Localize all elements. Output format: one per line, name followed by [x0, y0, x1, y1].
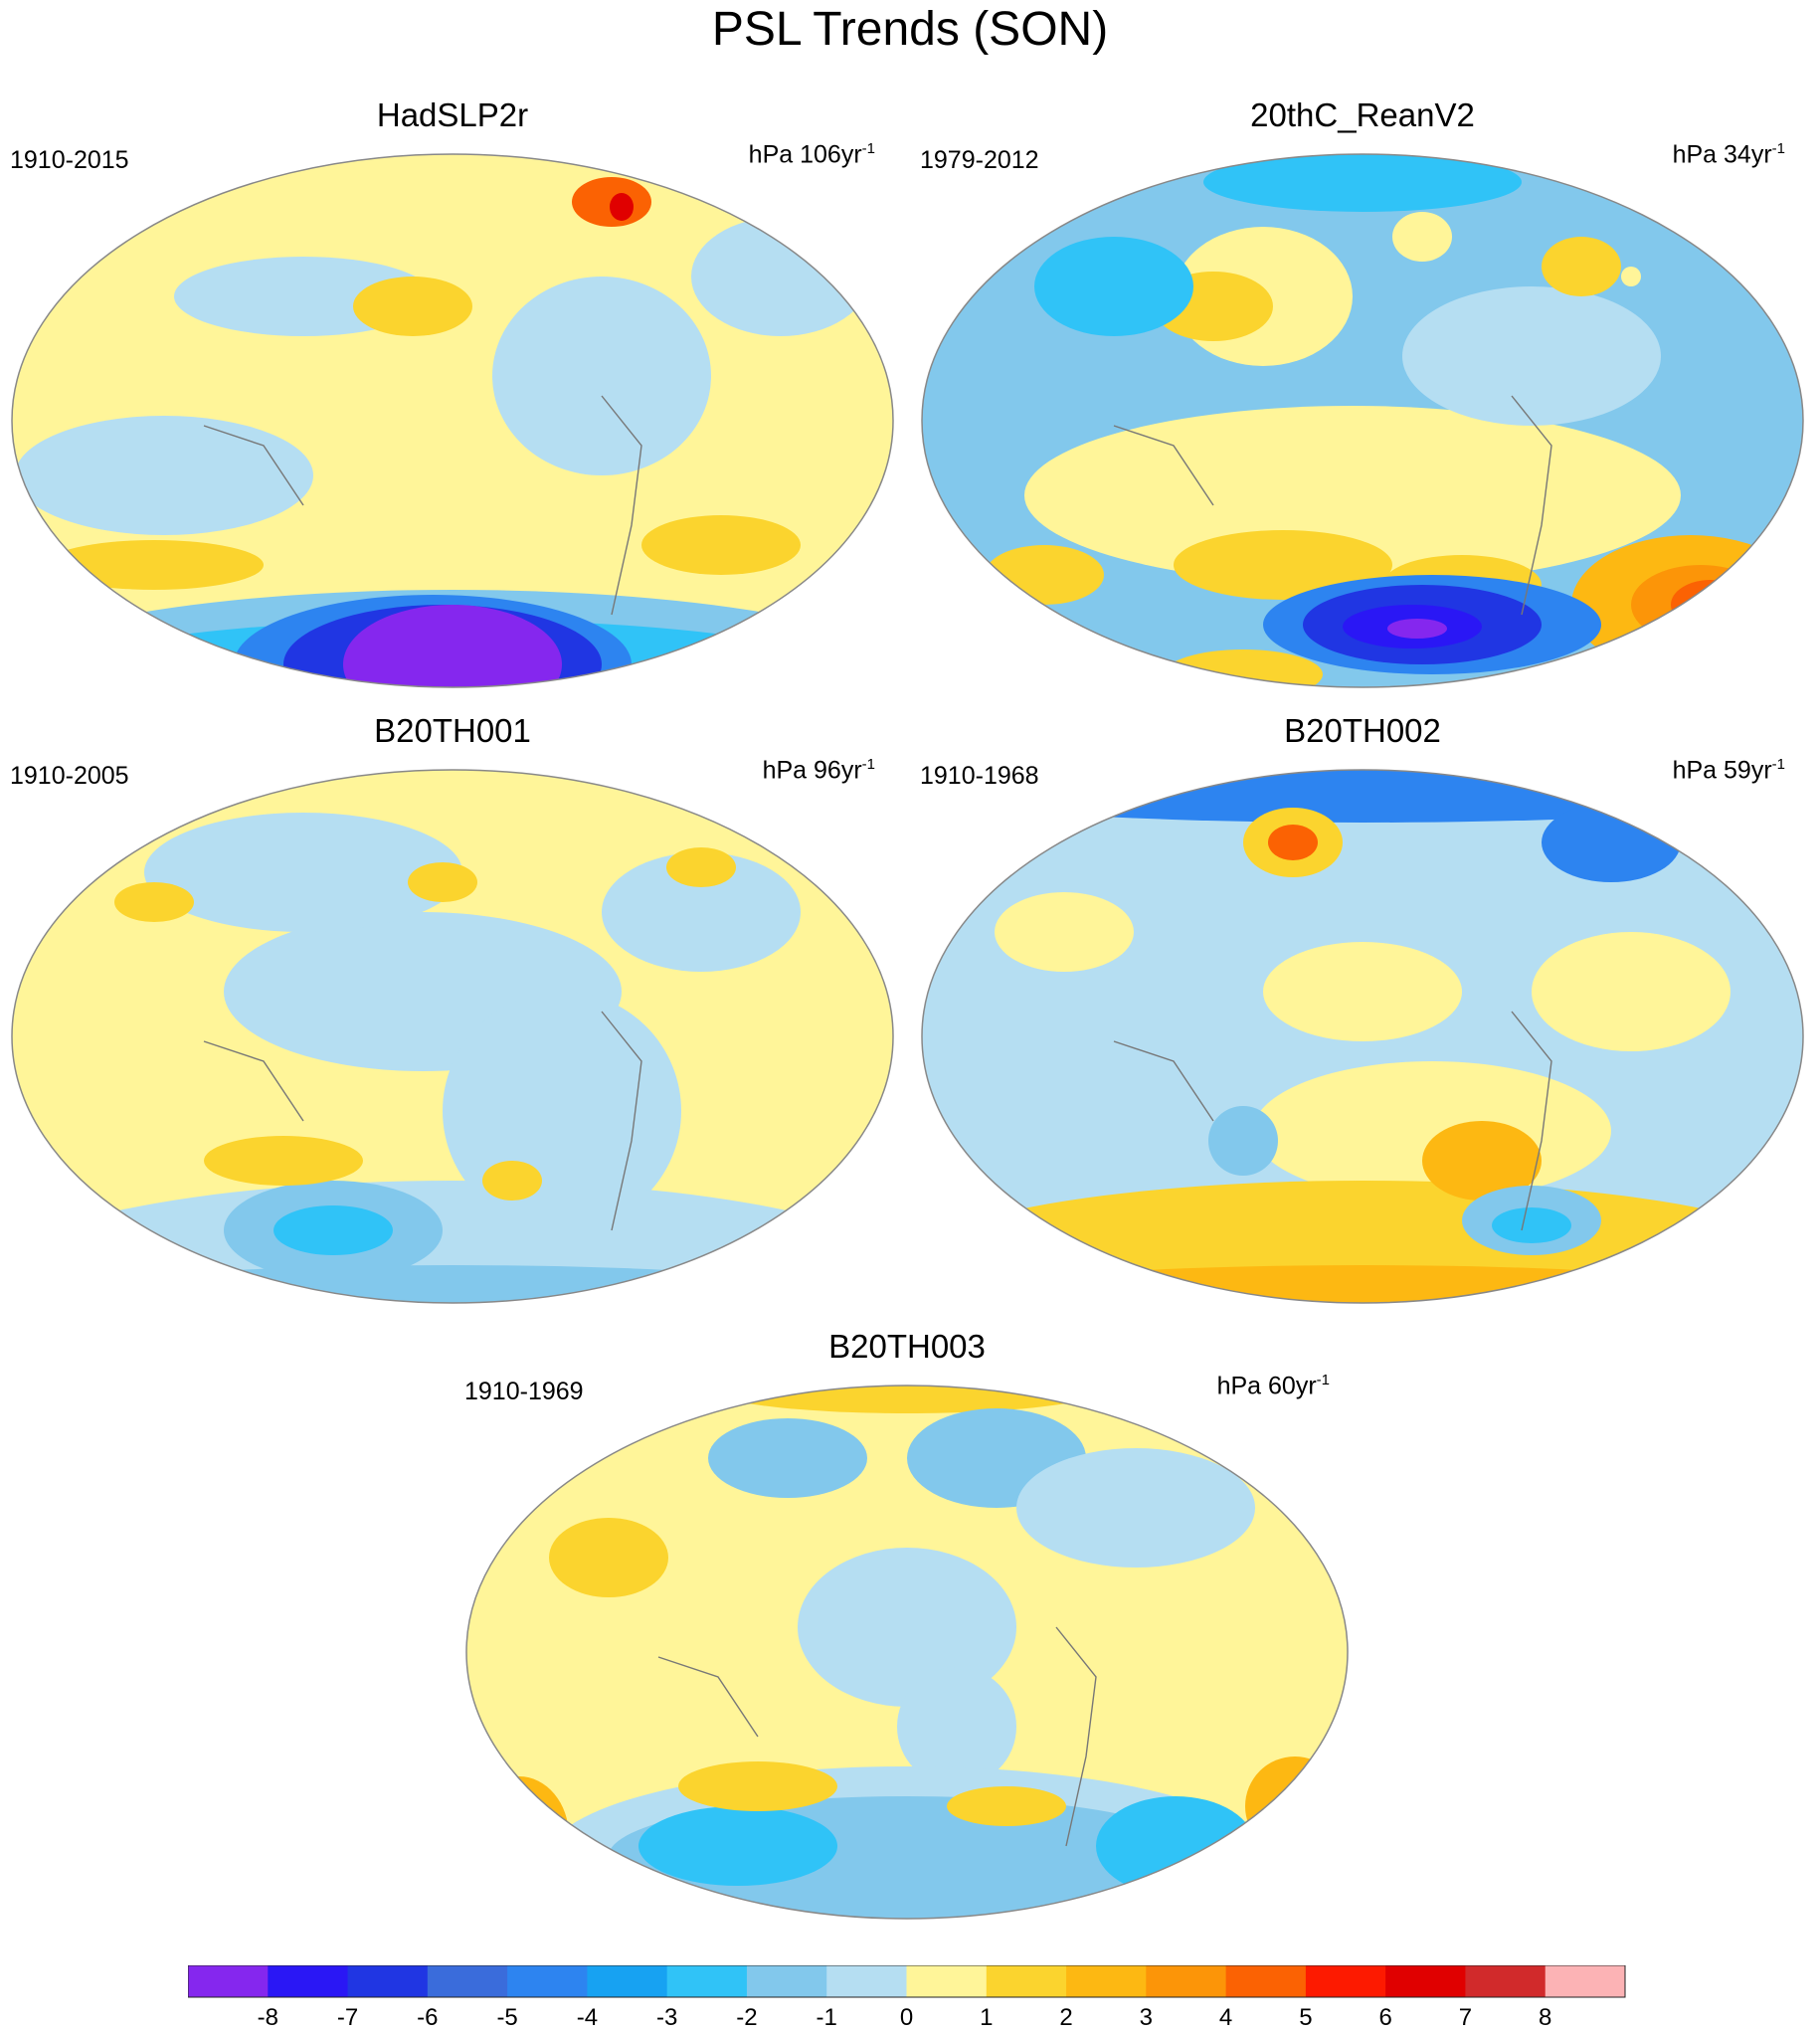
panel-title: 20thC_ReanV2	[1250, 96, 1475, 133]
colorbar-swatch	[1146, 1965, 1227, 1997]
colorbar-swatch	[1385, 1965, 1466, 1997]
colorbar-tick-label: -1	[817, 2004, 837, 2031]
trend-map	[11, 153, 894, 688]
panel-hadslp2r: HadSLP2r 1910-2015 hPa 106yr-1	[0, 96, 905, 703]
period-label: 1910-2005	[10, 762, 129, 790]
unit-label: hPa 34yr-1	[1672, 140, 1785, 169]
unit-label: hPa 96yr-1	[762, 756, 875, 785]
colorbar: -8 -7 -6 -5 -4 -3 -2 -1 0 1 2 3 4 5 6 7 8	[188, 1965, 1626, 2031]
figure-title: PSL Trends (SON)	[711, 3, 1109, 56]
trend-map	[11, 769, 894, 1304]
period-label: 1910-1968	[920, 762, 1039, 790]
panel-title: B20TH002	[1284, 712, 1441, 749]
period-label: 1910-1969	[464, 1378, 584, 1405]
colorbar-tick-label: 3	[1140, 2004, 1153, 2031]
colorbar-swatch	[587, 1965, 668, 1997]
colorbar-tick-label: -3	[656, 2004, 677, 2031]
colorbar-tick-label: 4	[1219, 2004, 1232, 2031]
colorbar-tick-label: -8	[258, 2004, 278, 2031]
trend-map	[465, 1385, 1349, 1920]
colorbar-tick-label: 2	[1059, 2004, 1072, 2031]
colorbar-tick-label: -5	[496, 2004, 517, 2031]
colorbar-tick-label: 1	[980, 2004, 993, 2031]
panel-title: HadSLP2r	[376, 96, 529, 133]
colorbar-tick-label: 6	[1378, 2004, 1391, 2031]
colorbar-swatch	[1225, 1965, 1307, 1997]
trend-map	[921, 769, 1804, 1304]
colorbar-swatch	[746, 1965, 827, 1997]
colorbar-frame	[188, 1965, 1626, 1998]
colorbar-tick-label: -4	[577, 2004, 598, 2031]
colorbar-swatch	[1545, 1965, 1626, 1997]
panel-b20th002: B20TH002 1910-1968 hPa 59yr-1	[910, 712, 1815, 1319]
colorbar-tick-label: -7	[337, 2004, 358, 2031]
panel-20thc-reanv2: 20thC_ReanV2 1979-2012 hPa 34yr-1	[910, 96, 1815, 703]
colorbar-tick-label: -6	[417, 2004, 438, 2031]
panel-title: B20TH001	[374, 712, 531, 749]
panel-title: B20TH003	[828, 1328, 986, 1365]
panel-b20th001: B20TH001 1910-2005 hPa 96yr-1	[0, 712, 905, 1319]
colorbar-swatch	[906, 1965, 988, 1997]
period-label: 1979-2012	[920, 146, 1039, 174]
colorbar-swatch	[188, 1965, 269, 1997]
colorbar-tick-label: 0	[900, 2004, 913, 2031]
colorbar-swatch	[347, 1965, 429, 1997]
colorbar-tick-label: -2	[736, 2004, 757, 2031]
colorbar-swatch	[1066, 1965, 1147, 1997]
period-label: 1910-2015	[10, 146, 129, 174]
colorbar-swatch	[986, 1965, 1067, 1997]
colorbar-swatch	[268, 1965, 349, 1997]
panel-b20th003: B20TH003 1910-1969 hPa 60yr-1	[455, 1328, 1360, 1935]
colorbar-swatch	[826, 1965, 907, 1997]
colorbar-swatch	[427, 1965, 508, 1997]
colorbar-swatch	[666, 1965, 748, 1997]
unit-label: hPa 59yr-1	[1672, 756, 1785, 785]
unit-label: hPa 60yr-1	[1216, 1372, 1330, 1400]
colorbar-swatch	[1305, 1965, 1386, 1997]
colorbar-tick-label: 5	[1299, 2004, 1312, 2031]
unit-label: hPa 106yr-1	[748, 140, 875, 169]
colorbar-tick-label: 7	[1459, 2004, 1472, 2031]
colorbar-swatch	[507, 1965, 588, 1997]
colorbar-tick-label: 8	[1539, 2004, 1551, 2031]
trend-map	[921, 153, 1804, 688]
colorbar-swatch	[1465, 1965, 1547, 1997]
